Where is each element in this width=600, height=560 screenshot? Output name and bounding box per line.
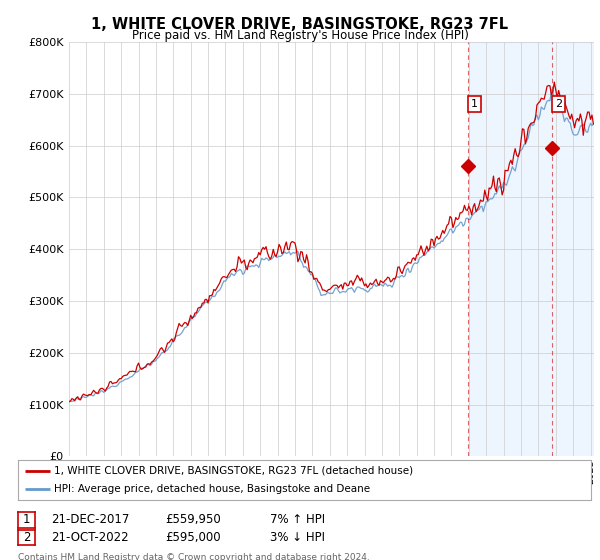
- Text: 1, WHITE CLOVER DRIVE, BASINGSTOKE, RG23 7FL: 1, WHITE CLOVER DRIVE, BASINGSTOKE, RG23…: [91, 17, 509, 32]
- Text: 7% ↑ HPI: 7% ↑ HPI: [270, 513, 325, 526]
- Text: 1: 1: [471, 99, 478, 109]
- Text: 3% ↓ HPI: 3% ↓ HPI: [270, 531, 325, 544]
- Bar: [469, 42, 594, 456]
- Text: £595,000: £595,000: [165, 531, 221, 544]
- Text: 21-OCT-2022: 21-OCT-2022: [51, 531, 128, 544]
- Text: 1, WHITE CLOVER DRIVE, BASINGSTOKE, RG23 7FL (detached house): 1, WHITE CLOVER DRIVE, BASINGSTOKE, RG23…: [53, 466, 413, 476]
- Text: HPI: Average price, detached house, Basingstoke and Deane: HPI: Average price, detached house, Basi…: [53, 484, 370, 494]
- Text: 2: 2: [555, 99, 562, 109]
- Text: 1: 1: [23, 513, 30, 526]
- Text: Price paid vs. HM Land Registry's House Price Index (HPI): Price paid vs. HM Land Registry's House …: [131, 29, 469, 42]
- Text: 21-DEC-2017: 21-DEC-2017: [51, 513, 130, 526]
- Text: 2: 2: [23, 531, 30, 544]
- Text: Contains HM Land Registry data © Crown copyright and database right 2024.
This d: Contains HM Land Registry data © Crown c…: [18, 553, 370, 560]
- Text: £559,950: £559,950: [165, 513, 221, 526]
